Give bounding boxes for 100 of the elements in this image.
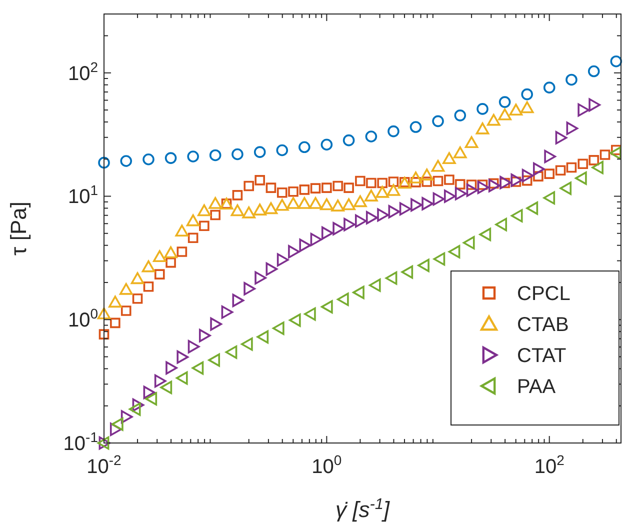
point	[332, 222, 345, 236]
point	[198, 328, 211, 342]
point	[431, 160, 445, 172]
point	[143, 282, 154, 292]
point	[198, 204, 211, 216]
point	[510, 174, 523, 187]
point	[332, 180, 344, 192]
legend-label: PAA	[517, 376, 556, 398]
point	[232, 190, 243, 200]
point	[555, 165, 566, 176]
point	[276, 187, 288, 198]
point	[110, 422, 122, 436]
point	[520, 101, 534, 114]
point	[97, 307, 111, 320]
point	[132, 398, 144, 412]
point	[444, 190, 456, 203]
point	[466, 184, 478, 197]
point	[432, 176, 444, 186]
point	[199, 220, 210, 232]
point	[175, 224, 189, 236]
x-tick-label: 10$^{0}$	[312, 452, 342, 478]
point	[377, 178, 388, 188]
point	[344, 218, 356, 232]
point	[444, 174, 454, 185]
point	[509, 104, 523, 116]
point	[286, 197, 300, 209]
point	[409, 172, 422, 184]
point	[143, 386, 156, 400]
point	[208, 197, 222, 209]
point	[98, 156, 110, 169]
legend-label: CTAB	[517, 314, 569, 336]
point	[578, 103, 590, 117]
point	[298, 197, 312, 209]
point	[253, 204, 266, 216]
point	[230, 204, 244, 216]
point	[310, 183, 321, 194]
point	[254, 271, 266, 285]
point	[164, 246, 178, 258]
point	[399, 202, 412, 216]
point	[154, 374, 166, 388]
point	[331, 200, 345, 212]
point	[275, 198, 289, 211]
point	[544, 168, 555, 179]
point	[344, 182, 354, 193]
point	[188, 340, 200, 354]
point	[276, 253, 289, 267]
y-tick-label: 10$^{-1}$	[63, 429, 98, 455]
point	[120, 306, 132, 316]
point	[533, 171, 544, 182]
point	[366, 178, 376, 188]
point	[522, 168, 534, 182]
point	[354, 195, 367, 208]
x-tick-label: 10$^{2}$	[534, 452, 565, 478]
point	[355, 176, 366, 186]
point	[266, 182, 276, 193]
point	[176, 246, 188, 257]
point	[242, 206, 256, 218]
point	[488, 178, 500, 192]
point	[386, 184, 400, 196]
point	[266, 262, 278, 276]
point	[310, 232, 322, 246]
point	[119, 282, 133, 295]
point	[555, 131, 568, 144]
point	[254, 175, 265, 186]
point	[244, 282, 256, 296]
point	[320, 198, 334, 210]
x-axis-title: γ̇ [s$^{-1}$]	[335, 496, 390, 522]
point	[132, 293, 143, 304]
point	[166, 361, 178, 375]
point	[532, 162, 545, 176]
point	[264, 202, 278, 214]
point	[108, 296, 122, 308]
point	[299, 238, 312, 252]
point	[420, 168, 434, 180]
point	[388, 176, 399, 187]
point	[110, 318, 120, 328]
point	[588, 155, 600, 166]
point	[578, 158, 588, 170]
point	[566, 162, 577, 173]
point	[422, 197, 434, 210]
point	[186, 214, 200, 226]
point	[453, 146, 467, 158]
point	[166, 257, 176, 268]
point	[454, 186, 467, 200]
point	[600, 150, 610, 160]
point	[130, 272, 144, 284]
legend-label: CTAT	[517, 345, 566, 367]
point	[176, 350, 189, 364]
point	[221, 305, 234, 319]
point	[388, 205, 400, 218]
point	[188, 232, 198, 243]
point	[377, 208, 389, 222]
point	[288, 186, 298, 197]
point	[366, 211, 378, 224]
legend-label: CPCL	[517, 283, 570, 305]
point	[142, 260, 156, 272]
point	[308, 197, 322, 209]
point	[232, 294, 244, 308]
x-tick-label: 10$^{-2}$	[86, 452, 122, 478]
point	[544, 150, 556, 164]
